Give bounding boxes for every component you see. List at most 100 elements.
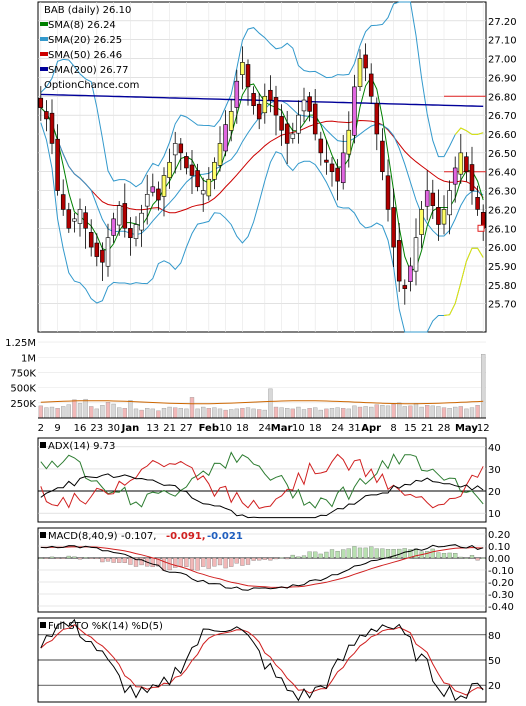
price-axis-label: 26.10 (488, 224, 517, 235)
volume-bar (77, 403, 83, 419)
macd-histogram-bar (318, 553, 323, 559)
adx-axis-label: 40 (488, 443, 501, 454)
volume-bar (201, 406, 206, 419)
candle-body (88, 232, 94, 248)
volume-bar (313, 407, 318, 419)
macd-histogram-bar (458, 556, 463, 559)
candle-body (256, 103, 262, 120)
candle-body (184, 156, 189, 169)
volume-bar (301, 409, 307, 419)
volume-bar (111, 403, 116, 419)
candle-body (144, 194, 150, 207)
candle-body (150, 186, 156, 193)
price-axis-label: 27.00 (488, 55, 517, 66)
volume-bar (139, 409, 144, 419)
candle-body (83, 212, 88, 229)
macd-histogram-bar (352, 546, 357, 559)
legend-swatch (40, 67, 48, 71)
last-price-marker (477, 224, 485, 232)
bollinger-lower-highlight (443, 247, 484, 316)
x-axis-label: 18 (236, 423, 249, 434)
legend-label: SMA(200) 26.77 (48, 65, 129, 76)
candle-body (284, 123, 290, 144)
candle-body (396, 240, 402, 282)
candle-body (217, 143, 223, 166)
macd-histogram-bar (150, 557, 155, 568)
candle-body (234, 80, 240, 108)
x-axis-label: Jan (121, 423, 140, 434)
macd-axis-label: -0.20 (488, 578, 514, 589)
volume-bar (273, 406, 279, 419)
macd-histogram-bar (481, 557, 486, 559)
candle-body (301, 99, 307, 112)
candle-body (111, 218, 116, 236)
candle-body (44, 111, 49, 120)
macd-histogram-bar (453, 553, 458, 559)
macd-histogram-bar (475, 557, 480, 561)
macd-histogram-bar (66, 555, 71, 559)
macd-histogram-bar (234, 557, 239, 564)
volume-bar (212, 407, 217, 419)
macd-axis-label: -0.40 (488, 602, 514, 613)
volume-bar (38, 405, 43, 419)
macd-value-label: -0.107, (121, 531, 156, 542)
macd-histogram-bar (184, 557, 189, 567)
candle-body (352, 86, 357, 136)
candle-body (178, 143, 184, 154)
price-axis-label: 25.80 (488, 281, 517, 292)
volume-bar (481, 354, 486, 419)
x-axis-label: 24 (258, 423, 271, 434)
candle-body (273, 97, 279, 116)
volume-bar (161, 408, 167, 419)
candle-body (363, 54, 368, 69)
price-axis-label: 25.90 (488, 262, 517, 273)
volume-bar (279, 407, 284, 419)
macd-histogram-bar (329, 549, 335, 559)
sto-legend-label: Full STO %K(14) %D(5) (48, 621, 163, 632)
x-axis-label: 16 (74, 423, 87, 434)
candle-body (66, 209, 72, 229)
volume-bar (66, 404, 71, 419)
volume-bar (251, 408, 256, 419)
candle-body (464, 156, 469, 173)
macd-hist-value-label: -0.021 (207, 531, 243, 542)
volume-bar (357, 406, 363, 419)
candle-body (430, 192, 436, 206)
volume-bar (105, 402, 111, 419)
candle-body (307, 96, 312, 112)
candle-body (312, 103, 318, 135)
macd-histogram-bar (122, 557, 127, 563)
macd-histogram-bar (229, 557, 234, 567)
volume-bar (447, 408, 452, 419)
macd-histogram-bar (139, 557, 144, 566)
volume-bar (195, 408, 200, 419)
macd-histogram-bar (369, 546, 374, 559)
volume-bar (234, 408, 239, 419)
legend-swatch (40, 52, 48, 56)
candle-body (100, 249, 105, 263)
volume-bar (374, 404, 379, 419)
macd-histogram-bar (195, 557, 200, 571)
volume-bar (72, 399, 77, 419)
x-axis-label: 28 (438, 423, 451, 434)
volume-bar (425, 405, 430, 419)
legend-label: OptionChance.com (44, 80, 139, 91)
sma50-line (40, 107, 484, 214)
bollinger-upper-line (40, 1, 484, 188)
macd-axis-label: -0.30 (488, 590, 514, 601)
x-axis-label: 10 (292, 423, 305, 434)
price-axis-label: 26.70 (488, 111, 517, 122)
candle-body (128, 228, 133, 239)
macd-histogram-bar (273, 557, 279, 560)
candle-body (72, 218, 77, 222)
macd-histogram-bar (61, 557, 66, 559)
candle-body (380, 140, 385, 173)
sma200-line (40, 93, 484, 107)
volume-bar (380, 405, 385, 419)
volume-bar (245, 407, 251, 419)
price-axis-label: 27.20 (488, 17, 517, 28)
price-axis-label: 26.90 (488, 73, 517, 84)
x-axis-label: Mar (271, 423, 293, 434)
candle-body (139, 212, 144, 231)
volume-bar (397, 402, 402, 419)
